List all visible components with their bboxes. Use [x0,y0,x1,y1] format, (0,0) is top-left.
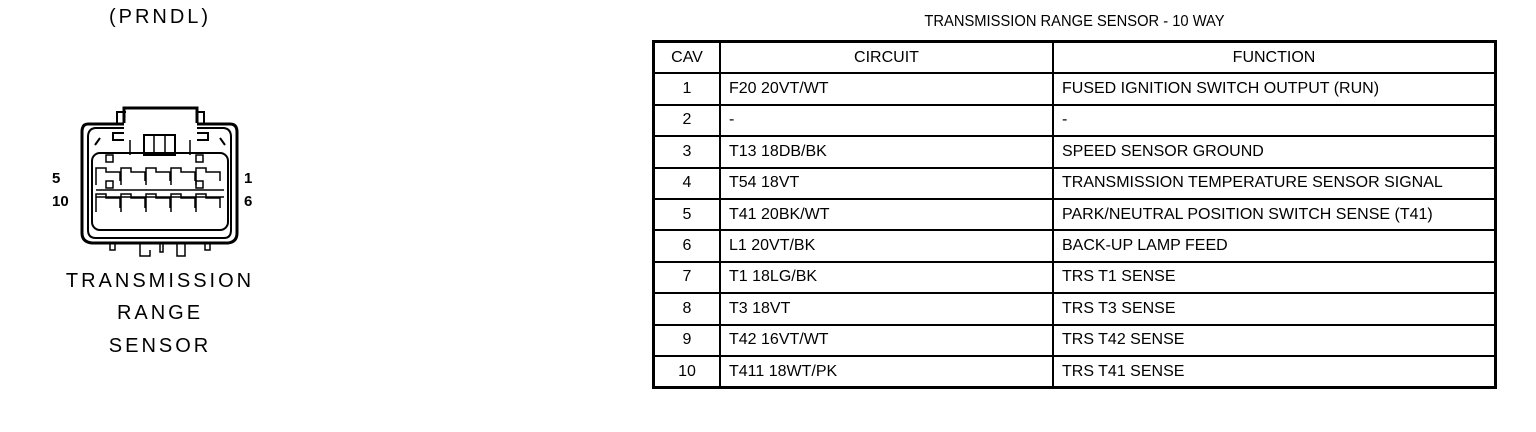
table-row: 6 L1 20VT/BK BACK-UP LAMP FEED [652,229,1497,263]
connector-face-drawing [80,106,239,257]
cell-cav: 3 [652,135,721,169]
cell-function: TRANSMISSION TEMPERATURE SENSOR SIGNAL [1052,166,1497,200]
pin-cavity [145,193,171,212]
table-row: 9 T42 16VT/WT TRS T42 SENSE [652,323,1497,357]
cell-function: TRS T3 SENSE [1052,292,1497,326]
cell-circuit: T54 18VT [719,166,1054,200]
table-row: 1 F20 20VT/WT FUSED IGNITION SWITCH OUTPUT… [652,72,1497,106]
header-circuit: CIRCUIT [719,40,1054,75]
cell-function: TRS T41 SENSE [1052,354,1497,389]
pin-cavity [170,193,196,212]
connector-name-line-2: RANGE [116,302,204,324]
cell-circuit: - [719,103,1054,138]
cell-cav: 1 [652,72,721,106]
connector-name-line-1: TRANSMISSION [65,270,255,292]
table-row: 7 T1 18LG/BK TRS T1 SENSE [652,260,1497,295]
pinout-table: CAV CIRCUIT FUNCTION 1 F20 20VT/WT FUSED I… [652,40,1497,390]
table-title: TRANSMISSION RANGE SENSOR - 10 WAY [924,13,1225,30]
pin-cavity [120,193,146,212]
cell-circuit: T41 20BK/WT [719,197,1054,232]
table-row: 2-- [652,103,1497,138]
cell-function: PARK/NEUTRAL POSITION SWITCH SENSE (T41) [1052,197,1497,232]
cell-circuit: T3 18VT [719,292,1054,326]
pin-cavity [120,167,146,185]
pin-marker [195,180,204,189]
cell-function: TRS T1 SENSE [1052,260,1497,295]
cell-function: SPEED SENSOR GROUND [1052,135,1497,169]
cell-cav: 7 [652,260,721,295]
cell-circuit: T1 18LG/BK [719,260,1054,295]
cell-cav: 8 [652,292,721,326]
connector-position-label: (PRNDL) [108,6,212,28]
cell-circuit: T42 16VT/WT [719,323,1054,357]
cell-circuit: T411 18WT/PK [719,354,1054,389]
table-row: 8 T3 18VT TRS T3 SENSE [652,292,1497,326]
cell-cav: 10 [652,354,721,389]
table-row: 10 T411 18WT/PK TRS T41 SENSE [652,354,1497,389]
cell-circuit: T13 18DB/BK [719,135,1054,169]
pin-cavity [195,167,221,185]
cell-function: BACK-UP LAMP FEED [1052,229,1497,263]
pin-cavity [195,193,221,212]
cell-function: FUSED IGNITION SWITCH OUTPUT (RUN) [1052,72,1497,106]
header-function: FUNCTION [1052,40,1497,75]
cell-function: - [1052,103,1497,138]
cell-cav: 5 [652,197,721,232]
cell-cav: 2 [652,103,721,138]
pin-cavity [95,167,121,185]
pin-label-10: 10 [52,193,69,210]
cell-cav: 6 [652,229,721,263]
pin-cavity [170,167,196,185]
table-row: 5 T41 20BK/WT PARK/NEUTRAL POSITION SWITCH… [652,197,1497,232]
cell-cav: 9 [652,323,721,357]
cell-circuit: L1 20VT/BK [719,229,1054,263]
pin-marker [105,154,114,163]
table-row: 3 T13 18DB/BK SPEED SENSOR GROUND [652,135,1497,169]
table-header-row: CAV CIRCUIT FUNCTION [652,40,1497,75]
pin-cavity [95,193,121,212]
pin-label-1: 1 [244,170,253,187]
cell-function: TRS T42 SENSE [1052,323,1497,357]
table-row: 4 T54 18VT TRANSMISSION TEMPERATURE SENSOR… [652,166,1497,200]
cell-cav: 4 [652,166,721,200]
pin-marker [195,154,204,163]
pin-cavity [145,167,171,185]
pin-label-5: 5 [52,170,61,187]
header-cav: CAV [652,40,721,75]
cell-circuit: F20 20VT/WT [719,72,1054,106]
pin-marker [105,180,114,189]
connector-name-line-3: SENSOR [108,335,212,357]
pin-label-6: 6 [244,193,253,210]
